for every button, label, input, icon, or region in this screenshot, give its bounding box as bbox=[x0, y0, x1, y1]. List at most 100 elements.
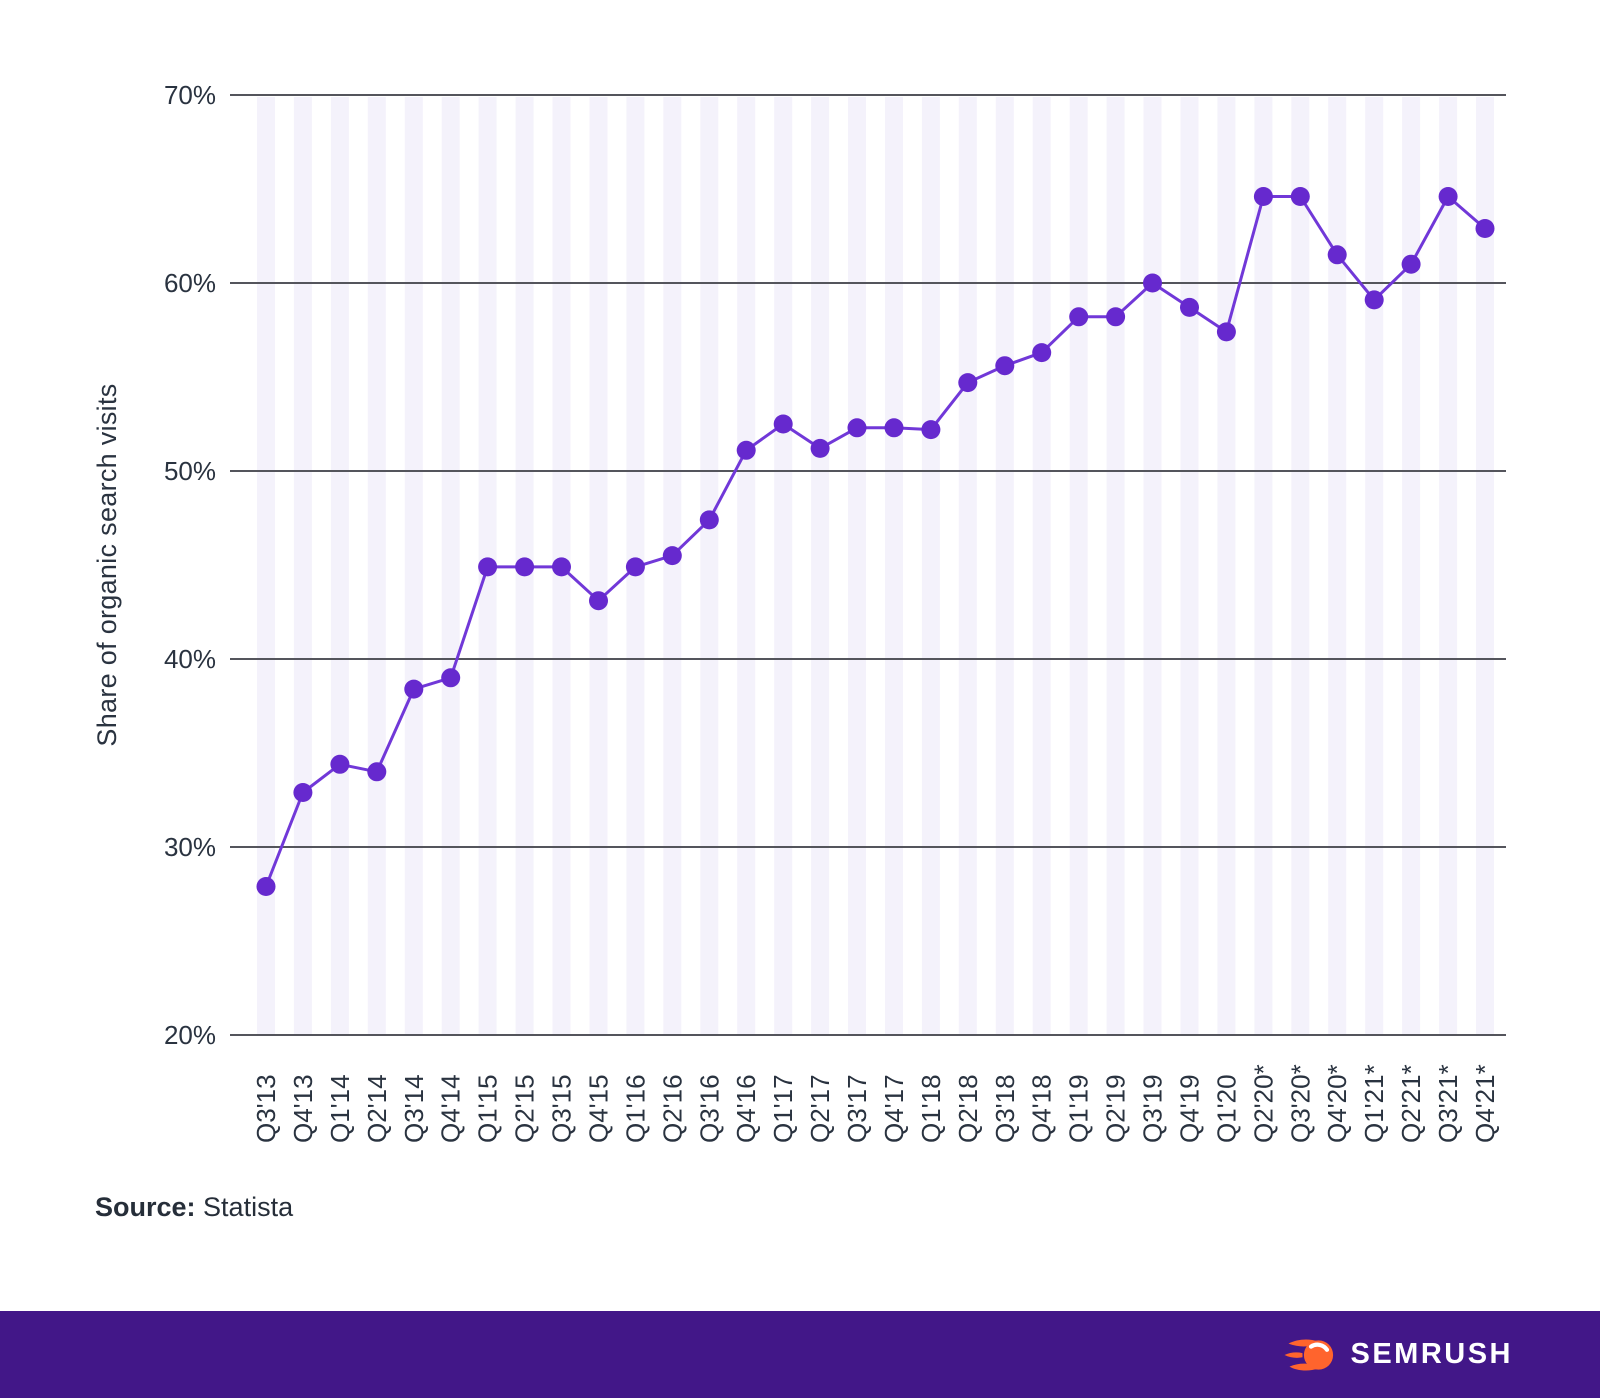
x-tick-label: Q3'21* bbox=[1433, 1064, 1463, 1143]
data-point bbox=[995, 356, 1015, 376]
semrush-logo: SEMRUSH bbox=[1284, 1336, 1513, 1374]
x-tick-label: Q4'18 bbox=[1027, 1074, 1057, 1143]
x-tick-label: Q2'21* bbox=[1396, 1064, 1426, 1143]
y-tick-label: 30% bbox=[164, 832, 216, 862]
data-point bbox=[958, 373, 978, 393]
x-tick-label: Q3'20* bbox=[1285, 1064, 1315, 1143]
x-tick-label: Q2'17 bbox=[805, 1074, 835, 1143]
x-tick-label: Q1'21* bbox=[1359, 1064, 1389, 1143]
x-tick-label: Q1'17 bbox=[768, 1074, 798, 1143]
data-point bbox=[1216, 322, 1236, 342]
plot-band bbox=[293, 97, 312, 1035]
plot-band bbox=[1032, 97, 1051, 1035]
x-tick-label: Q4'13 bbox=[288, 1074, 318, 1143]
data-point bbox=[1327, 245, 1347, 265]
data-point bbox=[662, 546, 682, 566]
plot-band bbox=[404, 97, 423, 1035]
data-point bbox=[552, 557, 571, 577]
series-line bbox=[264, 195, 1486, 888]
y-tick-label: 70% bbox=[164, 80, 216, 110]
plot-band bbox=[330, 97, 349, 1035]
plot-band bbox=[589, 97, 608, 1035]
plot-band bbox=[1402, 97, 1421, 1035]
data-point bbox=[1180, 297, 1199, 317]
x-tick-label: Q4'19 bbox=[1175, 1074, 1205, 1143]
data-point bbox=[404, 679, 424, 699]
data-point bbox=[921, 420, 941, 440]
source-note: Source: Statista bbox=[95, 1192, 293, 1223]
plot-band bbox=[885, 97, 903, 1035]
data-point bbox=[736, 440, 756, 460]
x-tick-label: Q4'16 bbox=[731, 1074, 761, 1143]
plot-band bbox=[921, 97, 940, 1035]
y-tick-label: 20% bbox=[164, 1020, 216, 1050]
y-tick-label: 40% bbox=[164, 644, 216, 674]
data-point bbox=[625, 557, 645, 577]
data-point bbox=[367, 762, 387, 782]
data-point bbox=[1143, 273, 1162, 293]
plot-band bbox=[1069, 97, 1088, 1035]
y-tick-label: 50% bbox=[164, 456, 216, 486]
x-tick-label: Q3'17 bbox=[842, 1074, 872, 1143]
plot-band bbox=[1143, 97, 1162, 1035]
data-point bbox=[1475, 219, 1495, 238]
plot-band bbox=[1254, 97, 1273, 1035]
x-tick-label: Q3'15 bbox=[547, 1074, 577, 1143]
x-tick-label: Q3'14 bbox=[399, 1074, 429, 1143]
source-label: Source: bbox=[95, 1192, 196, 1222]
data-point bbox=[1364, 290, 1384, 310]
plot-band bbox=[1328, 97, 1347, 1035]
x-tick-label: Q1'16 bbox=[620, 1074, 650, 1143]
data-point bbox=[699, 510, 719, 530]
x-tick-label: Q3'19 bbox=[1138, 1074, 1168, 1143]
data-point bbox=[1069, 307, 1089, 327]
x-tick-label: Q3'18 bbox=[990, 1074, 1020, 1143]
x-tick-label: Q1'18 bbox=[916, 1074, 946, 1143]
plot-band bbox=[257, 97, 275, 1035]
data-point bbox=[330, 754, 350, 774]
plot-band bbox=[1180, 97, 1199, 1035]
plot-band bbox=[663, 97, 682, 1035]
plot-band bbox=[1476, 97, 1494, 1035]
plot-band bbox=[958, 97, 977, 1035]
x-tick-label: Q3'13 bbox=[251, 1074, 281, 1143]
x-tick-label: Q3'16 bbox=[694, 1074, 724, 1143]
x-tick-label: Q2'14 bbox=[362, 1074, 392, 1143]
data-point bbox=[515, 557, 535, 577]
x-tick-label: Q1'19 bbox=[1064, 1074, 1094, 1143]
data-point bbox=[1438, 187, 1458, 206]
data-point bbox=[773, 414, 793, 434]
x-tick-label: Q2'16 bbox=[657, 1074, 687, 1143]
line-chart: 20%30%40%50%60%70%Q3'13 Q4'13 Q1'14 Q2'14 Q3… bbox=[92, 80, 1506, 1143]
data-point bbox=[847, 418, 867, 438]
plot-band bbox=[995, 97, 1014, 1035]
data-point bbox=[1290, 187, 1310, 206]
x-tick-label: Q2'19 bbox=[1101, 1074, 1131, 1143]
y-axis-title: Share of organic search visits bbox=[92, 383, 122, 746]
data-point bbox=[1253, 187, 1273, 206]
footer-bar: SEMRUSH bbox=[0, 1311, 1600, 1398]
plot-band bbox=[441, 97, 460, 1035]
y-tick-label: 60% bbox=[164, 268, 216, 298]
x-tick-label: Q2'20* bbox=[1248, 1064, 1278, 1143]
plot-band bbox=[700, 97, 719, 1035]
data-point bbox=[478, 557, 498, 577]
plot-band bbox=[811, 97, 830, 1035]
source-value: Statista bbox=[203, 1192, 294, 1222]
x-tick-label: Q4'15 bbox=[584, 1074, 614, 1143]
plot-band bbox=[1365, 97, 1384, 1035]
data-point bbox=[1401, 254, 1421, 274]
plot-band bbox=[1291, 97, 1310, 1035]
plot-band bbox=[774, 97, 793, 1035]
plot-band bbox=[1106, 97, 1125, 1035]
plot-band bbox=[367, 97, 386, 1035]
x-tick-label: Q1'20 bbox=[1211, 1074, 1241, 1143]
plot-band bbox=[848, 97, 866, 1035]
data-point bbox=[589, 591, 608, 611]
brand-wordmark: SEMRUSH bbox=[1350, 1338, 1513, 1370]
data-point bbox=[1032, 343, 1052, 363]
plot-band bbox=[737, 97, 756, 1035]
x-tick-label: Q4'20* bbox=[1322, 1064, 1352, 1143]
plot-band bbox=[1439, 97, 1458, 1035]
